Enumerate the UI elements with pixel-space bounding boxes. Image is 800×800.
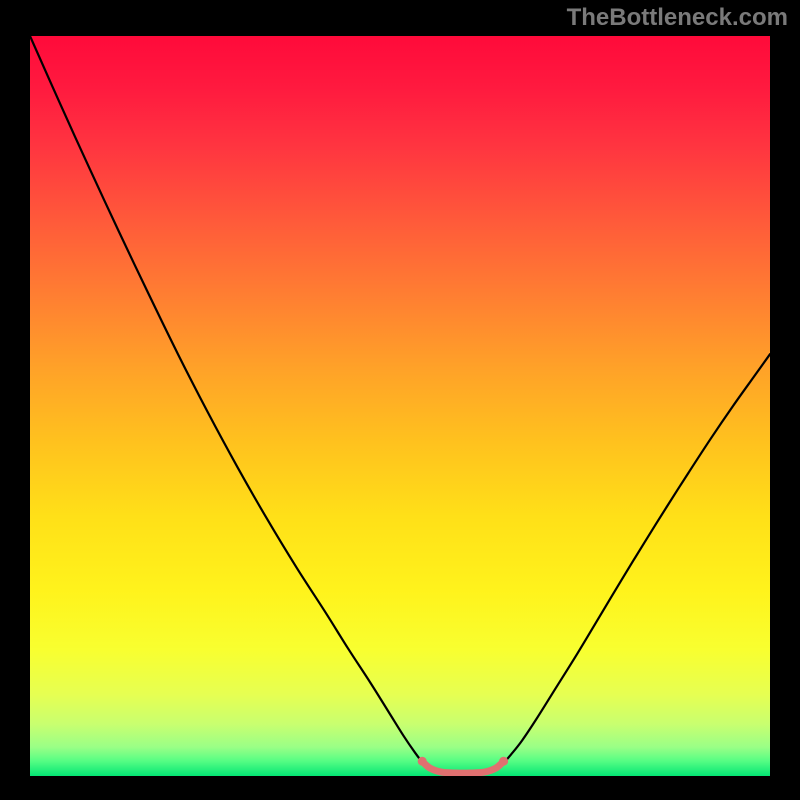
chart-plot [30,36,770,776]
optimal-range-start-marker [418,757,427,766]
watermark-text: TheBottleneck.com [567,4,788,32]
optimal-range-end-marker [499,757,508,766]
chart-svg [30,36,770,776]
chart-background [30,36,770,776]
